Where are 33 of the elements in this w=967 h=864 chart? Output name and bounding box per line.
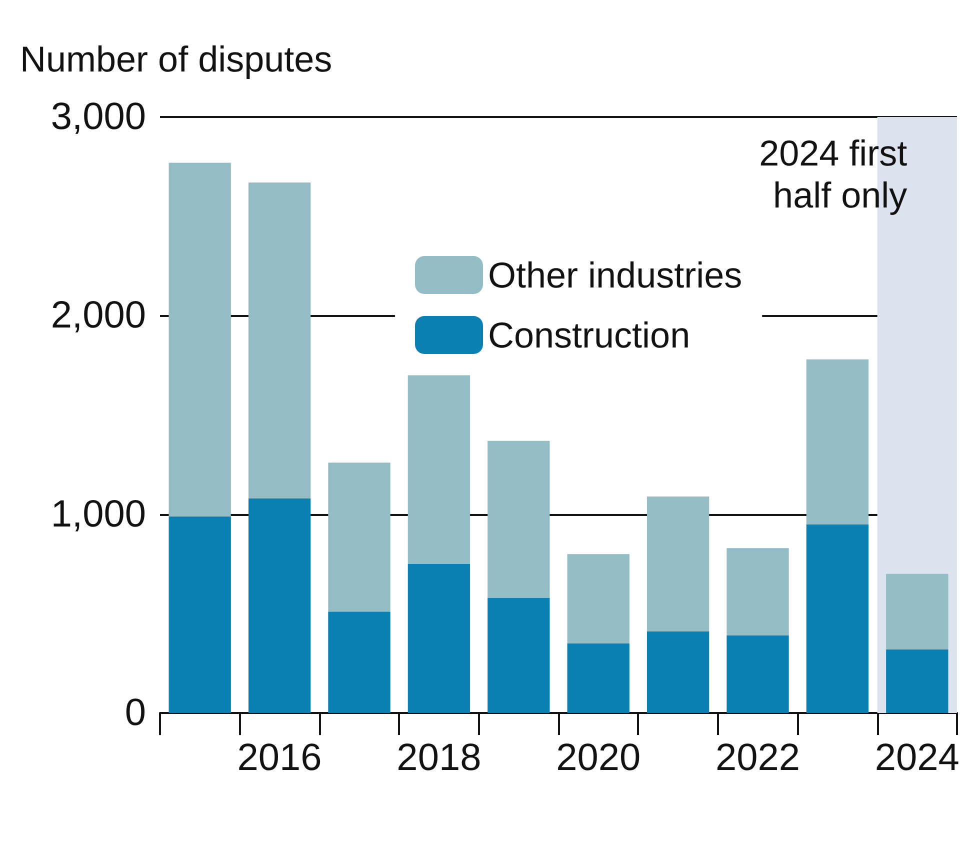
bar bbox=[168, 516, 231, 713]
bar bbox=[488, 598, 550, 713]
x-tick-label: 2020 bbox=[556, 737, 641, 779]
x-tick-label: 2016 bbox=[237, 737, 322, 779]
y-axis-title: Number of disputes bbox=[20, 38, 332, 80]
y-tick-label: 2,000 bbox=[50, 294, 146, 337]
bar bbox=[806, 524, 869, 713]
bar bbox=[408, 375, 470, 564]
band-label: 2024 first half only bbox=[759, 132, 908, 216]
x-tick-label: 2022 bbox=[715, 737, 800, 779]
bar bbox=[646, 632, 710, 713]
legend-label: Other industries bbox=[488, 254, 742, 296]
legend-label: Construction bbox=[488, 314, 690, 356]
bar bbox=[567, 554, 630, 644]
bar bbox=[886, 574, 948, 650]
bar bbox=[806, 359, 869, 524]
bar bbox=[328, 612, 390, 713]
bar bbox=[328, 462, 390, 612]
bar bbox=[408, 564, 470, 713]
bar bbox=[248, 498, 311, 713]
bar bbox=[726, 548, 789, 636]
bar bbox=[886, 649, 948, 713]
bar bbox=[168, 162, 231, 516]
y-tick-label: 3,000 bbox=[50, 96, 146, 138]
bar bbox=[488, 440, 550, 598]
bar bbox=[726, 636, 789, 713]
bar bbox=[646, 496, 710, 632]
y-tick-label: 1,000 bbox=[50, 493, 146, 536]
bar bbox=[567, 643, 630, 713]
y-tick-label: 0 bbox=[124, 692, 146, 734]
x-tick-label: 2018 bbox=[396, 737, 482, 779]
x-tick-label: 2024 bbox=[874, 737, 960, 779]
bar bbox=[248, 182, 311, 498]
